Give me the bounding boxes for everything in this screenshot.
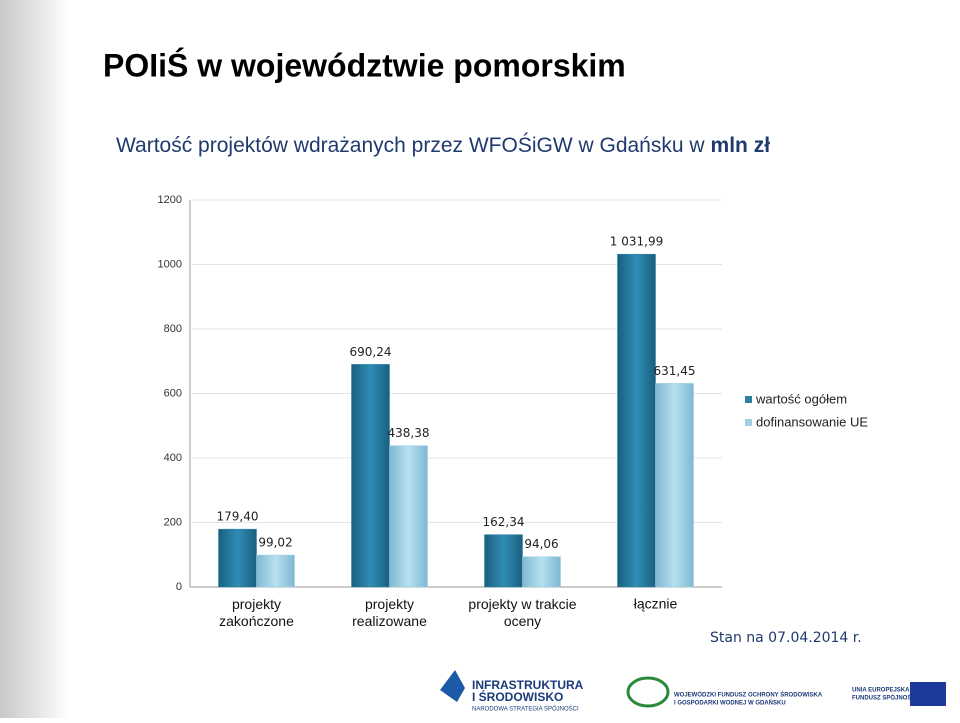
x-tick-label: projekty w trakcie oceny — [468, 596, 576, 629]
x-tick-label: projekty realizowane — [352, 596, 427, 629]
value-label: 179,40 — [217, 510, 259, 524]
subtitle-part: Wartość projektów wdrażanych przez WFOŚi… — [116, 133, 705, 157]
value-label: 99,02 — [258, 536, 292, 550]
bar — [351, 364, 390, 588]
logo-text: I ŚRODOWISKO — [472, 689, 563, 704]
logo-shape — [440, 670, 465, 702]
bar — [522, 556, 561, 588]
bar — [655, 383, 694, 588]
x-tick-line: zakończone — [219, 613, 294, 629]
logo-text: I GOSPODARKI WODNEJ W GDAŃSKU — [674, 699, 786, 707]
y-tick-label: 600 — [164, 387, 182, 399]
value-label: 690,24 — [350, 345, 392, 359]
legend-swatch — [745, 396, 752, 403]
legend-swatch — [745, 419, 752, 426]
x-tick-line: realizowane — [352, 613, 427, 629]
logo-ue: UNIA EUROPEJSKA FUNDUSZ SPÓJNOŚCI — [852, 682, 946, 706]
logo-text: FUNDUSZ SPÓJNOŚCI — [852, 694, 918, 702]
bar — [617, 253, 656, 588]
subtitle: Wartość projektów wdrażanych przez WFOŚi… — [116, 133, 770, 157]
logo-text: WOJEWÓDZKI FUNDUSZ OCHRONY ŚRODOWISKA — [674, 691, 823, 699]
x-tick-label: łącznie — [634, 596, 678, 612]
value-label: 1 031,99 — [610, 235, 663, 249]
y-tick-label: 0 — [176, 581, 182, 593]
y-tick-label: 200 — [164, 516, 182, 528]
y-tick-label: 400 — [164, 452, 182, 464]
x-tick-line: projekty — [232, 596, 281, 612]
logo-shape — [626, 676, 670, 708]
eu-flag — [910, 682, 946, 706]
value-label: 631,45 — [654, 364, 696, 378]
y-tick-label: 800 — [164, 323, 182, 335]
value-label: 438,38 — [388, 426, 430, 440]
logo-text: INFRASTRUKTURA — [472, 678, 584, 692]
x-tick-line: projekty — [365, 596, 414, 612]
bar — [256, 554, 295, 588]
legend-label: wartość ogółem — [755, 391, 847, 406]
y-tick-label: 1000 — [158, 258, 182, 270]
side-band — [0, 0, 70, 718]
subtitle-bold: mln zł — [711, 134, 771, 157]
logo-text: UNIA EUROPEJSKA — [852, 688, 910, 694]
value-label: 94,06 — [524, 537, 558, 551]
x-tick-label: projekty zakończone — [219, 596, 294, 629]
logo-text: NARODOWA STRATEGIA SPÓJNOŚCI — [472, 705, 579, 713]
value-label: 162,34 — [483, 515, 525, 529]
legend-label: dofinansowanie UE — [756, 414, 868, 429]
logo-infrastruktura: INFRASTRUKTURA I ŚRODOWISKO NARODOWA STR… — [440, 670, 584, 713]
annotation: Stan na 07.04.2014 r. — [710, 630, 862, 646]
logo-wfos: WOJEWÓDZKI FUNDUSZ OCHRONY ŚRODOWISKA I … — [626, 676, 823, 708]
x-tick-line: projekty w trakcie — [468, 596, 576, 612]
y-tick-label: 1200 — [158, 194, 182, 206]
bar — [218, 528, 257, 588]
x-tick-line: oceny — [504, 613, 541, 629]
bar — [389, 445, 428, 588]
title: POIiŚ w województwie pomorskim — [103, 47, 626, 83]
bar — [484, 534, 523, 588]
